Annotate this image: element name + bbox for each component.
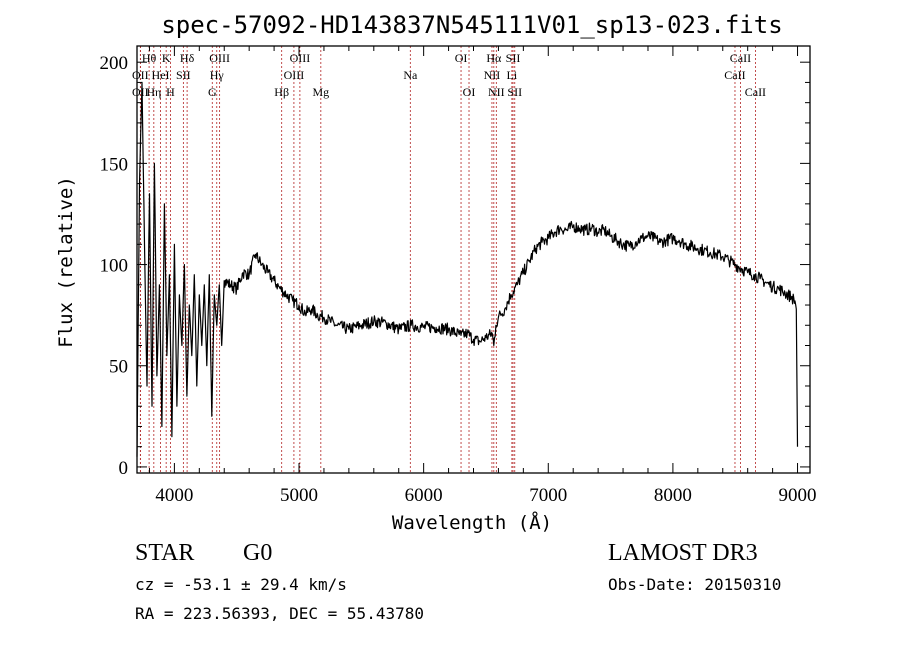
emission-line-label: NII — [488, 85, 505, 99]
y-axis-ticks: 0 50 100 150 200 — [100, 53, 810, 479]
x-axis-label: Wavelength (Å) — [392, 511, 552, 534]
emission-line-label: K — [162, 51, 171, 65]
emission-line-label: CaII — [724, 68, 745, 82]
emission-line-label: CaII — [730, 51, 751, 65]
emission-line-label: OIII — [209, 51, 230, 65]
emission-line-label: OIII — [284, 68, 305, 82]
emission-line-label: H — [166, 85, 175, 99]
emission-line-label: Hθ — [142, 51, 157, 65]
observation-date: Obs-Date: 20150310 — [608, 575, 781, 594]
coordinates-readout: RA = 223.56393, DEC = 55.43780 — [135, 604, 424, 623]
emission-line-label: Na — [403, 68, 418, 82]
redshift-readout: cz = -53.1 ± 29.4 km/s — [135, 575, 347, 594]
emission-line-label: OI — [463, 85, 476, 99]
object-type: STAR — [135, 540, 194, 566]
x-axis-ticks: 4000 5000 6000 7000 8000 9000 — [148, 46, 817, 506]
emission-line-label: OII — [132, 85, 149, 99]
emission-line-markers — [139, 46, 756, 473]
emission-line-label: Mg — [312, 85, 329, 99]
y-tick-label: 100 — [100, 256, 129, 277]
y-tick-label: 150 — [100, 154, 129, 175]
emission-line-label: OI — [455, 51, 468, 65]
x-tick-label: 4000 — [155, 485, 193, 506]
y-tick-label: 0 — [119, 458, 129, 479]
emission-line-label: SII — [176, 68, 191, 82]
y-axis-label: Flux (relative) — [55, 176, 77, 348]
y-tick-label: 50 — [109, 357, 128, 378]
emission-line-label: Hη — [146, 85, 161, 99]
emission-line-label: SII — [506, 51, 521, 65]
spectrum-series-line — [136, 81, 799, 457]
x-tick-label: 8000 — [654, 485, 692, 506]
emission-line-label: Li — [507, 68, 518, 82]
emission-line-labels: OIIOIIHθHηHeIKHSIIHδGOIIIHγHβOIIIOIIIMgN… — [132, 51, 766, 99]
emission-line-label: SII — [507, 85, 522, 99]
spectral-subclass: G0 — [243, 540, 272, 566]
x-tick-label: 6000 — [405, 485, 443, 506]
emission-line-label: G — [208, 85, 217, 99]
emission-line-label: Hδ — [180, 51, 195, 65]
survey-name: LAMOST DR3 — [608, 540, 758, 566]
emission-line-label: OIII — [290, 51, 311, 65]
y-tick-label: 200 — [100, 53, 129, 74]
emission-line-label: OII — [132, 68, 149, 82]
emission-line-label: HeI — [152, 68, 170, 82]
emission-line-label: CaII — [745, 85, 766, 99]
chart-title: spec-57092-HD143837N545111V01_sp13-023.f… — [161, 11, 782, 39]
x-tick-label: 9000 — [779, 485, 817, 506]
emission-line-label: Hα — [486, 51, 502, 65]
x-tick-label: 5000 — [280, 485, 318, 506]
x-tick-label: 7000 — [529, 485, 567, 506]
emission-line-label: NII — [484, 68, 501, 82]
emission-line-label: Hγ — [210, 68, 225, 82]
emission-line-label: Hβ — [274, 85, 289, 99]
